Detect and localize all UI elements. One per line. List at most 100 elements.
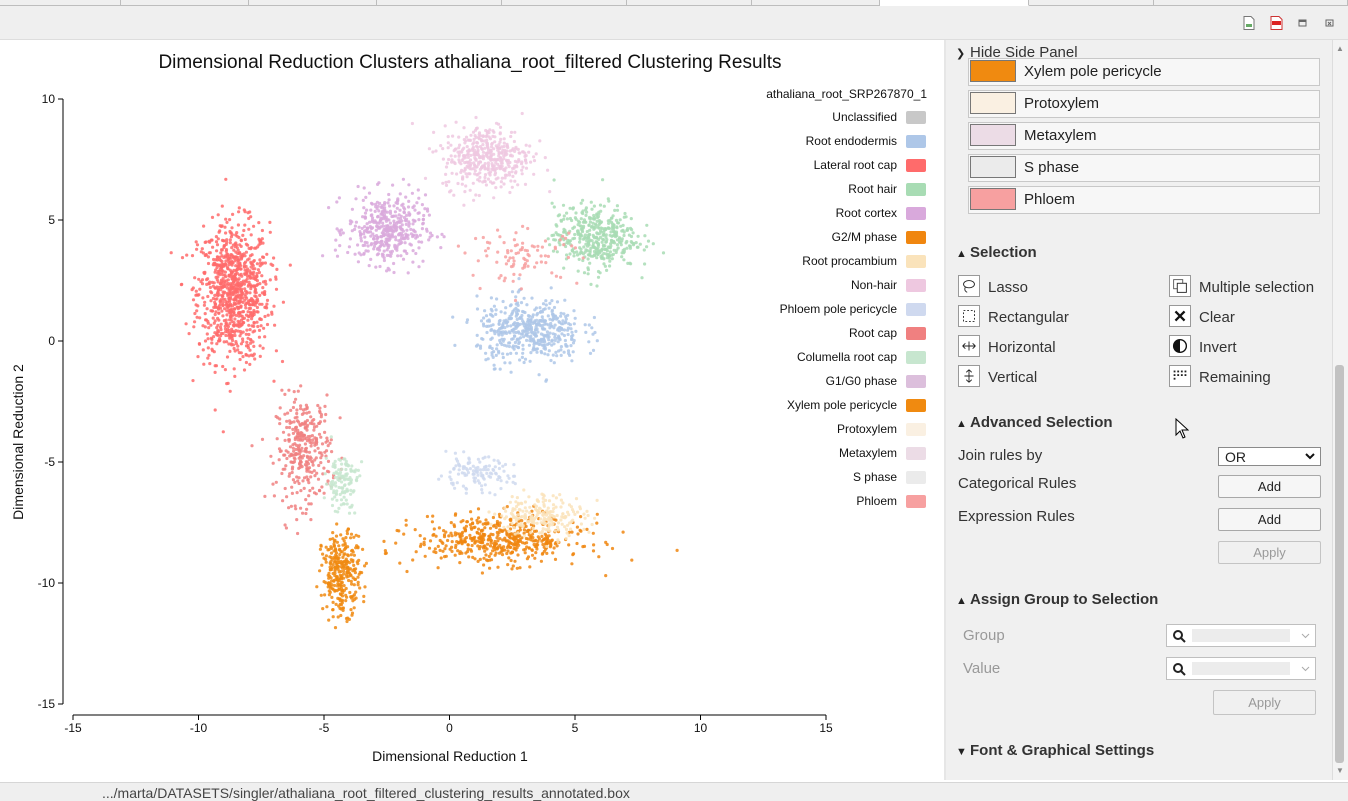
- data-point: [544, 261, 548, 265]
- data-point: [581, 256, 585, 260]
- group-combobox[interactable]: [1166, 624, 1316, 647]
- tab-9[interactable]: [1029, 0, 1154, 6]
- data-point: [375, 225, 380, 229]
- data-point: [325, 393, 329, 397]
- data-point: [344, 559, 348, 563]
- data-point: [517, 309, 521, 313]
- data-point: [382, 214, 386, 219]
- group-input[interactable]: [1192, 629, 1290, 642]
- data-point: [348, 222, 352, 226]
- data-point: [484, 465, 488, 469]
- data-point: [291, 446, 295, 450]
- side-scrollbar-thumb[interactable]: [1335, 365, 1344, 763]
- scroll-up-arrow-icon[interactable]: ▲: [1336, 44, 1344, 53]
- color-swatch-button[interactable]: [970, 60, 1016, 82]
- data-point: [523, 522, 527, 526]
- data-point: [289, 460, 293, 464]
- assign-group-header[interactable]: ▲ Assign Group to Selection: [956, 591, 1158, 608]
- data-point: [452, 467, 456, 471]
- data-point: [525, 509, 529, 513]
- export-image-icon[interactable]: [1243, 16, 1255, 30]
- data-point: [485, 254, 489, 258]
- data-point: [304, 498, 308, 502]
- data-point: [406, 271, 410, 275]
- data-point: [521, 524, 525, 529]
- apply-rules-button[interactable]: Apply: [1218, 541, 1321, 564]
- legend-label: Protoxylem: [837, 422, 897, 436]
- data-point: [558, 493, 562, 497]
- data-point: [349, 536, 353, 540]
- data-point: [256, 268, 260, 272]
- tab-2[interactable]: [121, 0, 249, 6]
- data-point: [492, 544, 496, 548]
- data-point: [237, 206, 241, 210]
- scatter-chart[interactable]: Dimensional Reduction Clusters athaliana…: [0, 40, 944, 780]
- data-point: [476, 465, 480, 470]
- value-input[interactable]: [1192, 662, 1290, 675]
- advanced-selection-header[interactable]: ▲ Advanced Selection: [956, 414, 1113, 431]
- hide-side-panel-toggle[interactable]: ❯ Hide Side Panel: [956, 44, 1078, 61]
- data-point: [333, 463, 337, 467]
- color-swatch-button[interactable]: [970, 156, 1016, 178]
- tab-7[interactable]: [752, 0, 880, 6]
- data-point: [487, 510, 491, 514]
- data-point: [398, 208, 402, 212]
- data-point: [462, 146, 466, 150]
- data-point: [301, 408, 305, 412]
- data-point: [441, 181, 445, 185]
- data-point: [370, 202, 374, 206]
- panel-divider[interactable]: [944, 40, 946, 780]
- data-point: [382, 229, 386, 233]
- side-legend-item[interactable]: Xylem pole pericycle: [968, 58, 1320, 86]
- data-point: [574, 211, 578, 215]
- tab-4[interactable]: [377, 0, 502, 6]
- data-point: [330, 595, 334, 600]
- assign-apply-button[interactable]: Apply: [1213, 690, 1316, 715]
- tab-6[interactable]: [627, 0, 752, 6]
- font-settings-header[interactable]: ▼ Font & Graphical Settings: [956, 742, 1154, 759]
- side-legend-item[interactable]: Phloem: [968, 186, 1320, 214]
- selection-section-header[interactable]: ▲ Selection: [956, 244, 1037, 261]
- data-point: [253, 277, 257, 281]
- tab-1[interactable]: [0, 0, 121, 6]
- data-point: [468, 172, 472, 176]
- data-point: [323, 404, 327, 408]
- data-point: [333, 509, 337, 513]
- data-point: [557, 349, 561, 353]
- side-legend-item[interactable]: S phase: [968, 154, 1320, 182]
- data-point: [598, 203, 603, 207]
- data-point: [318, 569, 322, 573]
- tab-8-active[interactable]: [880, 0, 1029, 6]
- side-legend-item[interactable]: Metaxylem: [968, 122, 1320, 150]
- add-expression-rule-button[interactable]: Add: [1218, 508, 1321, 531]
- data-point: [540, 245, 545, 249]
- lasso-icon: [958, 275, 980, 297]
- data-point: [484, 351, 488, 355]
- data-point: [296, 531, 300, 536]
- window-restore-icon[interactable]: [1298, 16, 1308, 30]
- tab-5[interactable]: [502, 0, 627, 6]
- data-point: [305, 418, 309, 423]
- data-point: [513, 542, 517, 546]
- data-point: [348, 590, 352, 595]
- add-categorical-rule-button[interactable]: Add: [1218, 475, 1321, 498]
- data-point: [303, 442, 307, 446]
- tab-3[interactable]: [249, 0, 377, 6]
- data-point: [210, 309, 215, 313]
- data-point: [498, 367, 502, 371]
- scroll-down-arrow-icon[interactable]: ▼: [1336, 766, 1344, 775]
- window-close-icon[interactable]: [1325, 16, 1335, 30]
- data-point: [457, 146, 461, 150]
- color-swatch-button[interactable]: [970, 188, 1016, 210]
- export-pdf-icon[interactable]: [1270, 16, 1284, 30]
- data-point: [235, 267, 240, 272]
- y-tick-label: 10: [42, 92, 56, 106]
- join-rules-select[interactable]: OR: [1218, 447, 1321, 466]
- color-swatch-button[interactable]: [970, 92, 1016, 114]
- value-combobox[interactable]: [1166, 657, 1316, 680]
- data-point: [385, 241, 389, 245]
- side-legend-item[interactable]: Protoxylem: [968, 90, 1320, 118]
- data-point: [470, 517, 474, 521]
- data-point: [488, 475, 493, 479]
- color-swatch-button[interactable]: [970, 124, 1016, 146]
